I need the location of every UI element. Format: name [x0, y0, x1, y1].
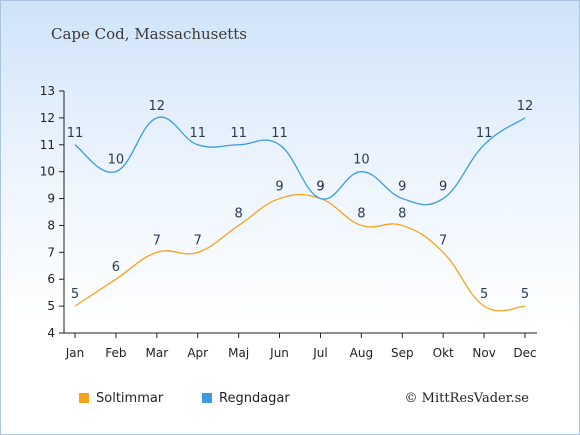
y-tick-label: 5: [47, 299, 55, 313]
data-label-regndagar: 9: [398, 180, 406, 195]
data-label-soltimmar: 8: [398, 206, 406, 221]
data-label-regndagar: 11: [189, 126, 206, 141]
data-label-soltimmar: 8: [357, 206, 365, 221]
credit-text: © MittResVader.se: [404, 391, 529, 406]
x-tick-label: Sep: [391, 346, 414, 360]
data-label-regndagar: 11: [271, 126, 288, 141]
legend-item-regndagar: Regndagar: [202, 391, 290, 406]
y-tick-label: 12: [40, 111, 55, 125]
x-tick-label: Feb: [105, 346, 126, 360]
data-label-soltimmar: 7: [439, 233, 447, 248]
data-label-regndagar: 10: [353, 153, 370, 168]
data-label-soltimmar: 9: [275, 180, 283, 195]
chart-title: Cape Cod, Massachusetts: [51, 25, 248, 43]
data-label-regndagar: 12: [149, 99, 166, 114]
x-tick-label: Jun: [269, 346, 289, 360]
data-label-soltimmar: 5: [71, 287, 79, 302]
series-line-soltimmar: [74, 193, 526, 312]
series-line-regndagar: [74, 116, 526, 206]
x-tick-label: Jul: [312, 346, 327, 360]
x-tick-label: Apr: [187, 346, 208, 360]
legend-item-soltimmar: Soltimmar: [79, 391, 163, 406]
data-label-soltimmar: 7: [153, 233, 161, 248]
x-tick-label: Mar: [145, 346, 168, 360]
legend-swatch-soltimmar: [79, 393, 89, 403]
data-label-regndagar: 11: [476, 126, 493, 141]
y-tick-label: 8: [47, 218, 55, 232]
y-tick-label: 7: [47, 245, 55, 259]
y-tick-label: 4: [47, 326, 55, 340]
y-tick-label: 13: [40, 84, 55, 98]
y-tick-label: 6: [47, 272, 55, 286]
y-tick-label: 11: [40, 138, 55, 152]
data-label-regndagar: 10: [108, 153, 125, 168]
x-tick-label: Nov: [472, 346, 495, 360]
data-label-soltimmar: 9: [316, 180, 324, 195]
data-label-regndagar: 11: [230, 126, 247, 141]
data-label-soltimmar: 5: [480, 287, 488, 302]
x-tick-label: Okt: [433, 346, 454, 360]
legend-label-regndagar: Regndagar: [219, 391, 290, 406]
data-label-soltimmar: 8: [234, 206, 242, 221]
legend-label-soltimmar: Soltimmar: [96, 391, 164, 406]
data-label-soltimmar: 5: [521, 287, 529, 302]
data-label-regndagar: 9: [439, 180, 447, 195]
x-tick-label: Dec: [513, 346, 536, 360]
x-tick-label: Aug: [350, 346, 373, 360]
data-label-regndagar: 11: [67, 126, 84, 141]
data-label-soltimmar: 6: [112, 260, 120, 275]
x-tick-label: Jan: [65, 346, 85, 360]
x-tick-label: Maj: [228, 346, 249, 360]
y-tick-label: 9: [47, 192, 55, 206]
y-tick-label: 10: [40, 165, 55, 179]
data-label-regndagar: 12: [517, 99, 534, 114]
legend-swatch-regndagar: [202, 393, 212, 403]
data-label-soltimmar: 7: [194, 233, 202, 248]
data-label-regndagar: 9: [316, 180, 324, 195]
